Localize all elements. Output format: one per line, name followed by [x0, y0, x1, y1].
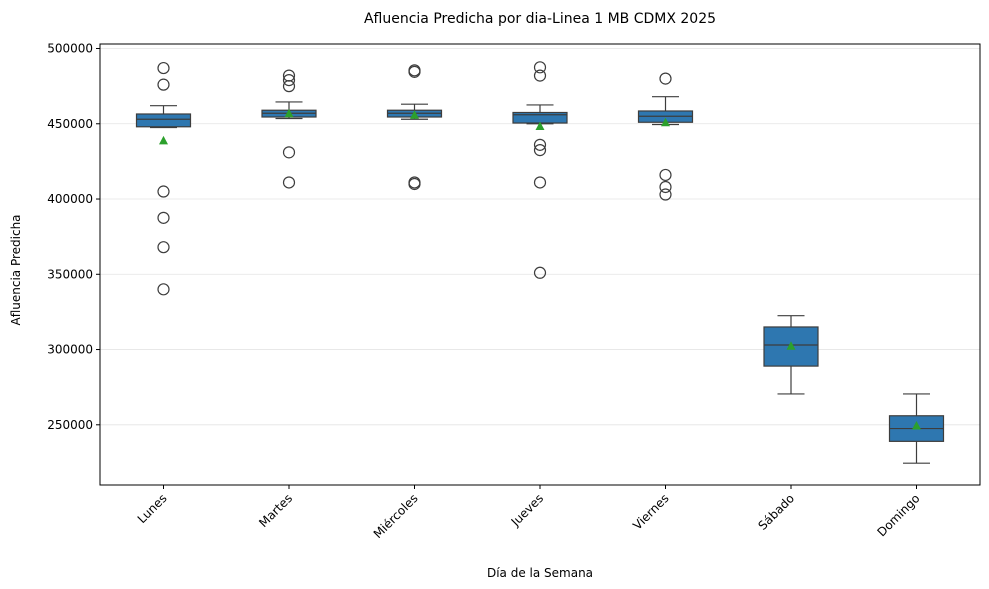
box-group-2	[386, 64, 443, 191]
outlier-point	[157, 211, 170, 224]
x-tick-label: Lunes	[135, 491, 170, 526]
x-tick-label: Domingo	[874, 491, 922, 539]
outlier-point	[282, 80, 296, 93]
y-tick-label: 250000	[47, 418, 93, 432]
y-tick-label: 300000	[47, 343, 93, 357]
outlier-point	[282, 176, 296, 189]
box-series	[135, 61, 945, 464]
box-group-0	[135, 61, 192, 296]
mean-marker	[159, 135, 168, 145]
outlier-point	[533, 144, 547, 157]
y-tick-label: 400000	[47, 192, 93, 206]
mean-marker	[786, 341, 796, 350]
outlier-point	[659, 180, 672, 194]
outlier-point	[659, 72, 672, 85]
mean-marker	[535, 121, 545, 131]
outlier-point	[282, 146, 296, 159]
y-tick-label: 350000	[47, 267, 93, 281]
outlier-point	[157, 241, 170, 254]
box-group-6	[888, 393, 945, 464]
box-group-3	[512, 61, 568, 279]
x-tick-label: Sábado	[755, 491, 797, 533]
outlier-point	[659, 168, 672, 182]
outlier-point	[533, 61, 547, 74]
mean-marker	[661, 117, 670, 127]
outlier-point	[533, 138, 547, 151]
outlier-point	[282, 74, 296, 87]
box-group-1	[261, 69, 317, 189]
x-tick-label: Martes	[256, 491, 295, 530]
mean-marker	[410, 110, 419, 119]
outlier-point	[157, 61, 170, 75]
box-iqr	[512, 111, 568, 124]
outlier-point	[157, 283, 170, 296]
box-group-5	[763, 315, 819, 395]
y-axis: 250000 300000 350000 400000 450000 500000	[47, 42, 100, 432]
outlier-point	[408, 65, 421, 78]
outlier-point	[659, 188, 672, 201]
outlier-point	[157, 185, 170, 198]
x-axis-label: Día de la Semana	[487, 566, 593, 580]
x-tick-label: Jueves	[508, 491, 546, 529]
outlier-point	[533, 69, 547, 82]
chart-title: Afluencia Predicha por dia-Linea 1 MB CD…	[364, 11, 716, 27]
mean-marker	[284, 108, 294, 118]
mean-marker	[912, 421, 921, 430]
outlier-point	[533, 176, 547, 189]
x-axis: Lunes Martes Miércoles Jueves Viernes Sábado D…	[135, 485, 923, 541]
y-tick-label: 500000	[47, 42, 93, 56]
y-axis-label: Afluencia Predicha	[9, 214, 23, 325]
x-tick-label: Miércoles	[371, 491, 421, 541]
box-iqr	[135, 113, 192, 128]
x-tick-label: Viernes	[630, 491, 671, 532]
y-tick-label: 450000	[47, 117, 93, 131]
box-group-4	[637, 72, 694, 201]
outlier-point	[408, 177, 421, 191]
outlier-point	[157, 78, 170, 91]
outlier-point	[533, 266, 547, 279]
